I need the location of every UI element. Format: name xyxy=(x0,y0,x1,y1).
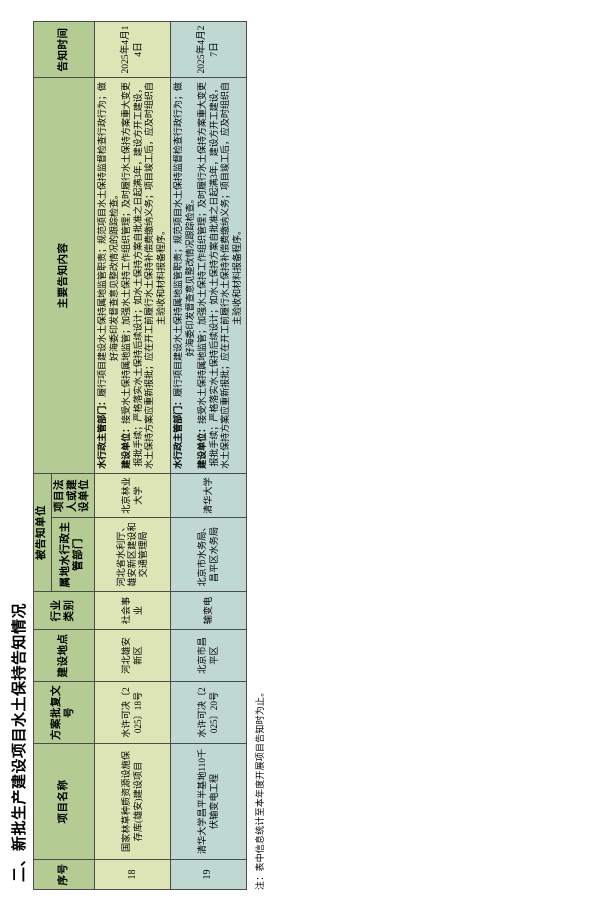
header-approval-doc-no: 方案批复文号 xyxy=(33,681,95,744)
page-title: 二、新批生产建设项目水土保持告知情况 xyxy=(12,602,28,882)
footer-note: 注：表中信息统计至本年度开展项目告知时为止。 xyxy=(254,687,265,890)
cell-notify-time: 2025年4月14日 xyxy=(94,21,171,78)
cell-local-water-authority: 北京市水务局、昌平区水务局 xyxy=(170,517,247,592)
cell-notify-time: 2025年4月27日 xyxy=(170,21,247,78)
cell-seq: 19 xyxy=(170,859,247,890)
cell-construction-site: 北京市昌平区 xyxy=(170,629,247,682)
cell-seq: 18 xyxy=(94,859,171,890)
header-industry-category: 行业类别 xyxy=(33,591,95,630)
cell-industry-category: 输变电 xyxy=(170,591,247,630)
cell-legal-person-or-unit: 北京林业大学 xyxy=(94,473,171,518)
header-notify-time: 告知时间 xyxy=(33,21,95,78)
header-row-1: 序号 项目名称 方案批复文号 建设地点 行业类别 被告知单位 主要告知内容 告知… xyxy=(33,21,95,890)
notification-table: 序号 项目名称 方案批复文号 建设地点 行业类别 被告知单位 主要告知内容 告知… xyxy=(33,21,247,890)
cell-project-name: 清华大学昌平半基地110千伏输变电工程 xyxy=(170,743,247,860)
table-body: 18 国家林草种质资源设施保存库(雄安)建设项目 水许可决〔2025〕18号 河… xyxy=(94,21,247,890)
cell-project-name: 国家林草种质资源设施保存库(雄安)建设项目 xyxy=(94,743,171,860)
cell-approval-doc-no: 水许可决〔2025〕20号 xyxy=(170,681,247,744)
cell-main-content: 水行政主管部门：履行项目建设水土保持属地监管职责；规范项目水土保持监督检查行政行… xyxy=(94,77,171,474)
cell-legal-person-or-unit: 清华大学 xyxy=(170,473,247,518)
table-header: 序号 项目名称 方案批复文号 建设地点 行业类别 被告知单位 主要告知内容 告知… xyxy=(33,21,95,890)
header-legal-person-or-unit: 项目法人或建设单位 xyxy=(51,473,95,518)
header-seq: 序号 xyxy=(33,859,95,890)
cell-approval-doc-no: 水许可决〔2025〕18号 xyxy=(94,681,171,744)
header-main-content: 主要告知内容 xyxy=(33,77,95,474)
header-construction-site: 建设地点 xyxy=(33,629,95,682)
cell-local-water-authority: 河北省水利厅、雄安新区建设和交通管理局 xyxy=(94,517,171,592)
cell-main-content: 水行政主管部门：履行项目建设水土保持属地监管职责；规范项目水土保持监督检查行政行… xyxy=(170,77,247,474)
table-row: 19 清华大学昌平半基地110千伏输变电工程 水许可决〔2025〕20号 北京市… xyxy=(170,21,247,890)
header-notified-unit-group: 被告知单位 xyxy=(33,473,52,592)
cell-industry-category: 社会事业 xyxy=(94,591,171,630)
header-project-name: 项目名称 xyxy=(33,743,95,860)
cell-construction-site: 河北雄安新区 xyxy=(94,629,171,682)
header-local-water-authority: 属地水行政主管部门 xyxy=(51,517,95,592)
table-row: 18 国家林草种质资源设施保存库(雄安)建设项目 水许可决〔2025〕18号 河… xyxy=(94,21,171,890)
